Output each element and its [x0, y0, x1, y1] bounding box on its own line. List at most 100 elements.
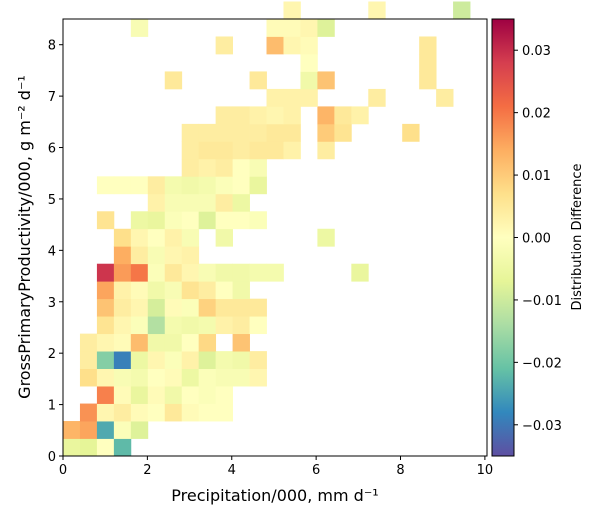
heatmap-cell	[164, 316, 183, 335]
heatmap-cell	[351, 106, 369, 125]
heatmap-cell	[181, 333, 200, 352]
heatmap-cell	[215, 176, 233, 195]
heatmap-cell	[249, 141, 267, 160]
heatmap-cell	[113, 368, 132, 387]
heatmap-cell	[164, 281, 183, 300]
heatmap-cell	[198, 141, 217, 160]
heatmap-cell	[113, 298, 132, 317]
heatmap-cell	[147, 386, 166, 404]
heatmap-cell	[215, 36, 233, 55]
heatmap-cell	[283, 88, 301, 107]
heatmap-cell	[113, 176, 132, 195]
heatmap-cell	[300, 19, 318, 37]
heatmap-cell	[130, 351, 149, 369]
heatmap-cell	[232, 263, 250, 282]
heatmap-cell	[181, 298, 200, 317]
plot-frame	[62, 18, 488, 457]
heatmap-cell	[164, 386, 183, 404]
x-tick-label: 4	[228, 463, 236, 478]
heatmap-cell	[130, 176, 149, 195]
heatmap-cell	[198, 158, 217, 177]
heatmap-cell	[164, 246, 183, 265]
y-tick-label: 5	[48, 193, 56, 208]
heatmap-cell	[266, 106, 284, 125]
heatmap-cell	[249, 158, 267, 177]
heatmap-cell	[181, 228, 200, 247]
heatmap-cell	[232, 351, 250, 369]
heatmap-cell	[181, 211, 200, 230]
heatmap-cell	[317, 123, 335, 142]
colorbar-tick-label: −0.03	[522, 419, 562, 434]
heatmap-cell	[198, 351, 217, 369]
heatmap-cell	[130, 403, 149, 422]
heatmap-cell	[300, 53, 318, 72]
heatmap-cell	[181, 158, 200, 177]
heatmap-cell	[351, 263, 369, 282]
heatmap-cell	[215, 263, 233, 282]
heatmap-cell	[113, 351, 132, 369]
heatmap-cell	[215, 158, 233, 177]
heatmap-cell	[317, 141, 335, 160]
heatmap-cell	[113, 438, 132, 457]
heatmap-cell	[283, 123, 301, 142]
heatmap-cell	[453, 1, 471, 20]
heatmap-cell	[368, 88, 386, 107]
heatmap-cell	[249, 316, 267, 335]
heatmap-cell	[283, 1, 301, 20]
heatmap-cell	[232, 123, 250, 142]
heatmap-cell	[215, 211, 233, 230]
heatmap-cell	[113, 281, 132, 300]
heatmap-cell	[215, 281, 233, 300]
y-tick-label: 7	[48, 90, 56, 105]
heatmap-cell	[130, 263, 149, 282]
heatmap-cell	[130, 281, 149, 300]
heatmap-cell	[181, 123, 200, 142]
heatmap-cell	[96, 333, 115, 352]
colorbar-tick-label: 0.01	[522, 169, 551, 184]
heatmap-cell	[164, 176, 183, 195]
heatmap-cell	[79, 421, 98, 439]
heatmap-cell	[317, 228, 335, 247]
heatmap-cell	[232, 158, 250, 177]
heatmap-cell	[334, 106, 352, 125]
colorbar-tick-label: 0.02	[522, 107, 551, 122]
heatmap-cell	[402, 123, 420, 142]
heatmap-cell	[198, 386, 217, 404]
colorbar	[491, 18, 515, 457]
heatmap-cell	[164, 333, 183, 352]
heatmap-cell	[249, 176, 267, 195]
heatmap-cell	[198, 211, 217, 230]
heatmap-cell	[232, 368, 250, 387]
heatmap-cell	[198, 333, 217, 352]
heatmap-cell	[96, 368, 115, 387]
heatmap-cell	[147, 228, 166, 247]
heatmap-cell	[130, 211, 149, 230]
heatmap-cell	[249, 351, 267, 369]
heatmap-cell	[249, 263, 267, 282]
heatmap-cell	[249, 211, 267, 230]
heatmap-cell	[215, 123, 233, 142]
heatmap-cell	[79, 333, 98, 352]
heatmap-cell	[147, 263, 166, 282]
heatmap-cell	[130, 246, 149, 265]
heatmap-cell	[215, 368, 233, 387]
heatmap-cell	[198, 368, 217, 387]
heatmap-cell	[249, 106, 267, 125]
x-tick-label: 6	[312, 463, 320, 478]
heatmap-cell	[198, 263, 217, 282]
heatmap-cell	[96, 316, 115, 335]
heatmap-cell	[96, 263, 115, 282]
heatmap-cell	[215, 386, 233, 404]
heatmap-cell	[198, 316, 217, 335]
heatmap-cell	[181, 176, 200, 195]
heatmap-cell	[147, 281, 166, 300]
heatmap-cell	[232, 106, 250, 125]
heatmap-cell	[164, 368, 183, 387]
heatmap-cell	[130, 228, 149, 247]
heatmap-cell	[113, 246, 132, 265]
heatmap-cell	[215, 351, 233, 369]
colorbar-label: Distribution Difference	[570, 164, 585, 311]
heatmap-cell	[181, 246, 200, 265]
heatmap-cell	[63, 421, 81, 439]
